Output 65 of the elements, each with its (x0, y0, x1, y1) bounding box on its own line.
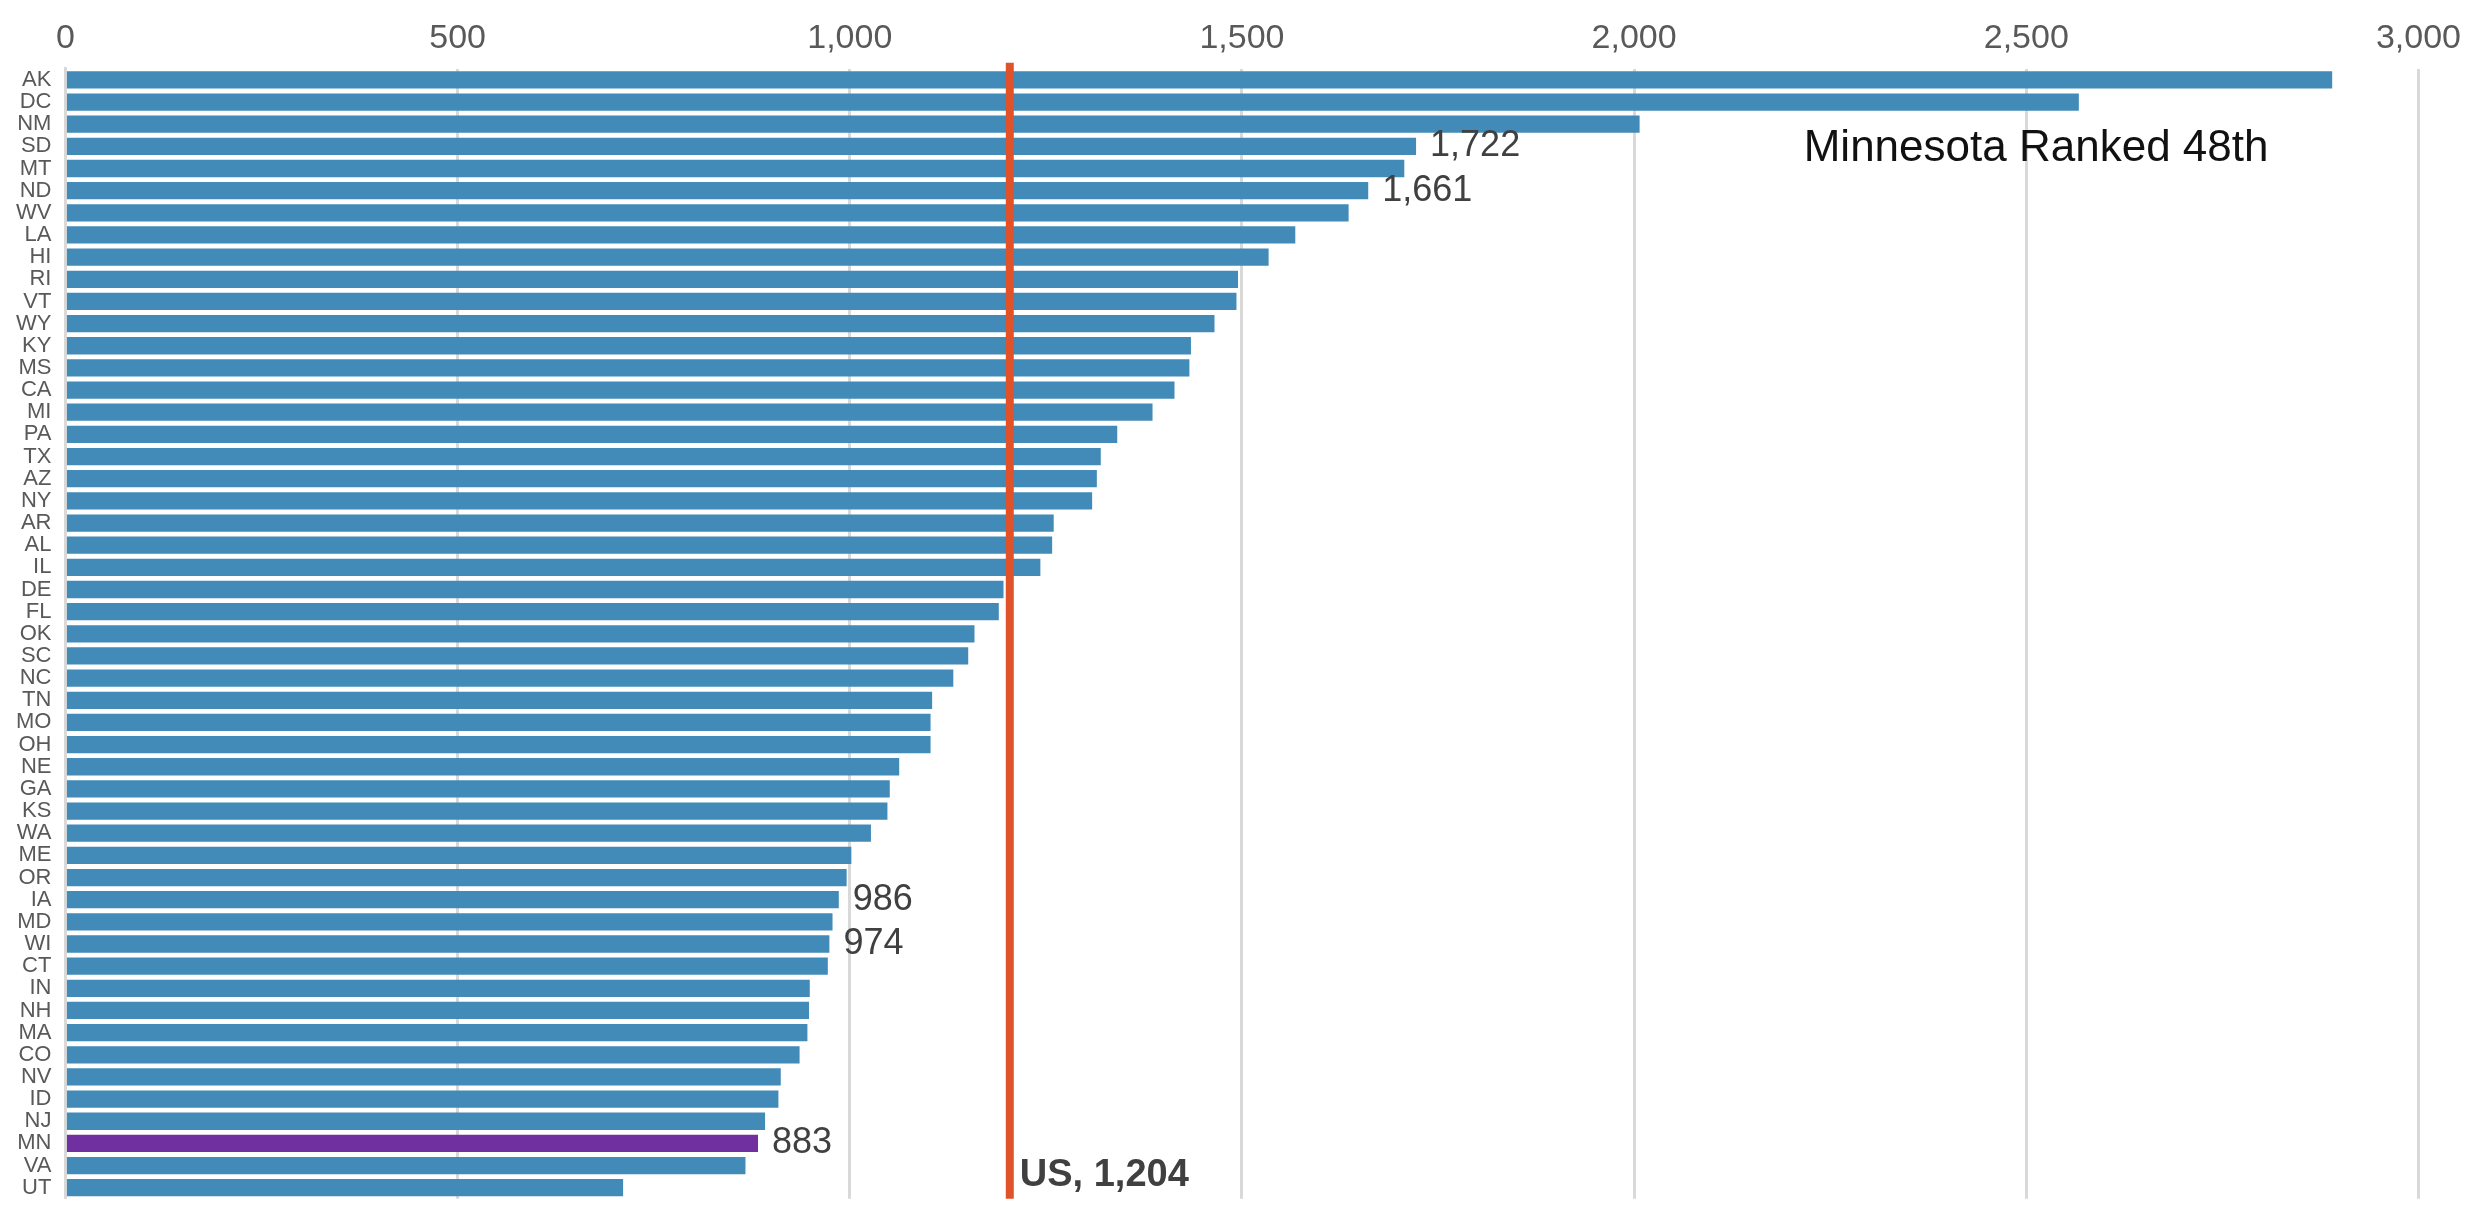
bar (66, 270, 1239, 288)
bar (66, 314, 1215, 333)
annotation: Minnesota Ranked 48th (1803, 120, 2269, 170)
bar (66, 492, 1093, 510)
bar (66, 226, 1296, 244)
y-tick-label: AK (22, 65, 52, 91)
bar (66, 381, 1175, 399)
y-tick-label: NV (20, 1063, 52, 1088)
data-label: 883 (772, 1120, 833, 1162)
bar (66, 713, 931, 732)
bar (66, 425, 1118, 444)
bar (66, 1156, 746, 1175)
bar (66, 337, 1191, 355)
bar (66, 1112, 766, 1130)
x-tick-label: 3,000 (2375, 16, 2462, 55)
bar (66, 470, 1097, 488)
data-label: 986 (852, 876, 913, 918)
bar (66, 957, 828, 975)
bar (66, 603, 999, 621)
bar (66, 824, 871, 842)
bar (66, 868, 847, 887)
bar (66, 536, 1053, 554)
data-label: 1,661 (1382, 167, 1473, 209)
bar (66, 182, 1369, 200)
bar (66, 403, 1153, 421)
bar (66, 137, 1417, 155)
x-tick-label: 2,000 (1591, 16, 1677, 55)
bar (66, 1068, 781, 1086)
bar (66, 1001, 809, 1020)
ref-line-label: US, 1,204 (1019, 1152, 1189, 1195)
bar (66, 691, 933, 709)
bar (66, 780, 890, 798)
bar (66, 1046, 800, 1064)
bar (66, 979, 810, 997)
bar (66, 1023, 808, 1042)
bar (66, 802, 888, 820)
bar (66, 669, 954, 687)
x-tick-label: 0 (55, 16, 75, 55)
bar (66, 93, 2079, 111)
bar (66, 292, 1237, 311)
bar (66, 359, 1190, 377)
x-tick-label: 1,000 (807, 16, 893, 55)
bar (66, 735, 931, 754)
bar (66, 447, 1101, 466)
bar (66, 248, 1269, 266)
bar (66, 1179, 624, 1197)
bar (66, 71, 2333, 89)
bar (66, 558, 1041, 576)
x-tick-label: 1,500 (1199, 16, 1285, 55)
bar (66, 846, 852, 865)
bar (66, 1134, 759, 1153)
data-label: 1,722 (1430, 123, 1521, 165)
bar (66, 1090, 779, 1108)
x-tick-label: 500 (429, 16, 486, 55)
bar (66, 625, 975, 643)
bar (66, 204, 1349, 222)
x-tick-label: 2,500 (1983, 16, 2069, 55)
data-label: 974 (843, 920, 904, 962)
bar (66, 580, 1004, 599)
bar (66, 891, 839, 909)
bar (66, 647, 969, 665)
bar (66, 935, 830, 953)
bar (66, 758, 900, 776)
bar (66, 913, 833, 931)
bar (66, 514, 1054, 532)
